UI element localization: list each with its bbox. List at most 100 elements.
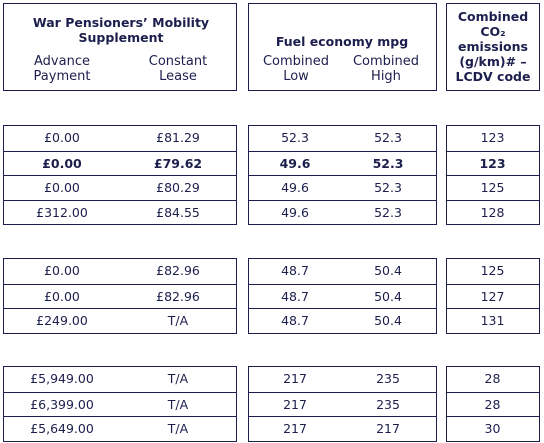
table-cell: 28 — [484, 396, 501, 412]
table-row: 30 — [447, 416, 539, 441]
table-row: 48.7 50.4 — [249, 259, 436, 284]
table-row: £0.00 £80.29 — [4, 175, 236, 200]
table-cell: £6,399.00 — [30, 396, 94, 412]
table-cell: 49.6 — [279, 155, 311, 171]
table-cell: £5,949.00 — [30, 371, 94, 386]
table-box: 217 235 217 235 217 217 — [248, 366, 437, 442]
table-cell: T/A — [167, 313, 189, 328]
table-cell: T/A — [167, 421, 189, 436]
table-cell: £5,649.00 — [30, 421, 94, 436]
table-row: £5,949.00 T/A — [4, 367, 236, 392]
header-box: Combined CO₂ emissions (g/km)# – LCDV co… — [446, 3, 540, 91]
table-row: 48.7 50.4 — [249, 283, 436, 309]
table-cell: 123 — [479, 155, 506, 171]
table-cell: £82.96 — [156, 288, 200, 304]
table-cell: £81.29 — [156, 130, 200, 145]
table-cell: 52.3 — [374, 180, 402, 195]
table-cell: 48.7 — [281, 288, 309, 304]
table-row: 48.7 50.4 — [249, 308, 436, 333]
table-cell: 49.6 — [281, 204, 309, 220]
table-box: £0.00 £82.96 £0.00 £82.96 £249.00 T/A — [3, 258, 237, 334]
column-label: Advance Payment — [33, 54, 91, 84]
table-cell: 52.3 — [281, 130, 309, 145]
table-row: £312.00 £84.55 — [4, 199, 236, 225]
table-cell: 235 — [376, 396, 400, 412]
table-row: £5,649.00 T/A — [4, 416, 236, 441]
table-row: 123 — [447, 126, 539, 151]
table-cell: T/A — [167, 396, 189, 412]
column-label: Combined High — [352, 54, 420, 84]
table-cell: 217 — [283, 396, 307, 412]
table-row: 128 — [447, 199, 539, 225]
table-cell: £0.00 — [42, 155, 82, 171]
table-box: £5,949.00 T/A £6,399.00 T/A £5,649.00 T/A — [3, 366, 237, 442]
table-box: £0.00 £81.29 £0.00 £79.62 £0.00 £80.29 £312.00… — [3, 125, 237, 225]
table-row: 28 — [447, 367, 539, 392]
table-cell: 52.3 — [374, 204, 402, 220]
table-row: 217 235 — [249, 391, 436, 417]
table-cell: 49.6 — [281, 180, 309, 195]
table-cell: 52.3 — [372, 155, 404, 171]
table-cell: £82.96 — [156, 263, 200, 278]
table-row: £0.00 £81.29 — [4, 126, 236, 151]
table-cell: 30 — [484, 421, 501, 436]
table-box: 48.7 50.4 48.7 50.4 48.7 50.4 — [248, 258, 437, 334]
table-row: 49.6 52.3 — [249, 199, 436, 225]
table-row: 125 — [447, 175, 539, 200]
table-cell: 50.4 — [374, 313, 402, 328]
table-row: 28 — [447, 391, 539, 417]
table-cell: £80.29 — [156, 180, 200, 195]
table-row: £6,399.00 T/A — [4, 391, 236, 417]
table-cell: 48.7 — [281, 313, 309, 328]
table-cell: 131 — [480, 313, 505, 328]
table-row: 217 217 — [249, 416, 436, 441]
table-row: 131 — [447, 308, 539, 333]
table-cell: 217 — [283, 371, 307, 386]
table-cell: £0.00 — [44, 288, 80, 304]
header-title: Fuel economy mpg — [275, 34, 409, 49]
table-box: 125 127 131 — [446, 258, 540, 334]
table-box: 28 28 30 — [446, 366, 540, 442]
table-cell: 52.3 — [374, 130, 402, 145]
table-row: £0.00 £82.96 — [4, 283, 236, 309]
table-row: 49.6 52.3 — [249, 150, 436, 176]
table-cell: 127 — [480, 288, 505, 304]
table-row: 52.3 52.3 — [249, 126, 436, 151]
table-row: £249.00 T/A — [4, 308, 236, 333]
table-row: £0.00 £82.96 — [4, 259, 236, 284]
table-row: 127 — [447, 283, 539, 309]
table-cell: 217 — [376, 421, 400, 436]
table-cell: 128 — [480, 204, 505, 220]
table-row: £0.00 £79.62 — [4, 150, 236, 176]
table-cell: £0.00 — [44, 263, 80, 278]
table-box: 123 123 125 128 — [446, 125, 540, 225]
table-row: 49.6 52.3 — [249, 175, 436, 200]
table-cell: 125 — [480, 263, 505, 278]
header-box: Fuel economy mpg Combined Low Combined H… — [248, 3, 437, 91]
table-row: 125 — [447, 259, 539, 284]
column-label: Constant Lease — [148, 54, 208, 84]
column-label: Combined Low — [262, 54, 330, 84]
table-cell: 28 — [484, 371, 501, 386]
table-cell: 123 — [480, 130, 505, 145]
table-cell: T/A — [167, 371, 189, 386]
table-cell: £312.00 — [36, 204, 88, 220]
table-cell: 50.4 — [374, 288, 402, 304]
header-box: War Pensioners’ Mobility Supplement Adva… — [3, 3, 237, 91]
table-cell: £249.00 — [36, 313, 88, 328]
table-cell: £84.55 — [156, 204, 200, 220]
table-cell: £0.00 — [44, 130, 80, 145]
header-title: Combined CO₂ emissions (g/km)# – LCDV co… — [455, 9, 531, 84]
table-row: 217 235 — [249, 367, 436, 392]
table-cell: 235 — [376, 371, 400, 386]
table-cell: 125 — [480, 180, 505, 195]
table-cell: 48.7 — [281, 263, 309, 278]
table-cell: £0.00 — [44, 180, 80, 195]
table-cell: 50.4 — [374, 263, 402, 278]
table-box: 52.3 52.3 49.6 52.3 49.6 52.3 49.6 52.3 — [248, 125, 437, 225]
header-title: War Pensioners’ Mobility Supplement — [32, 15, 210, 45]
table-cell: £79.62 — [153, 155, 203, 171]
table-row: 123 — [447, 150, 539, 176]
table-cell: 217 — [283, 421, 307, 436]
